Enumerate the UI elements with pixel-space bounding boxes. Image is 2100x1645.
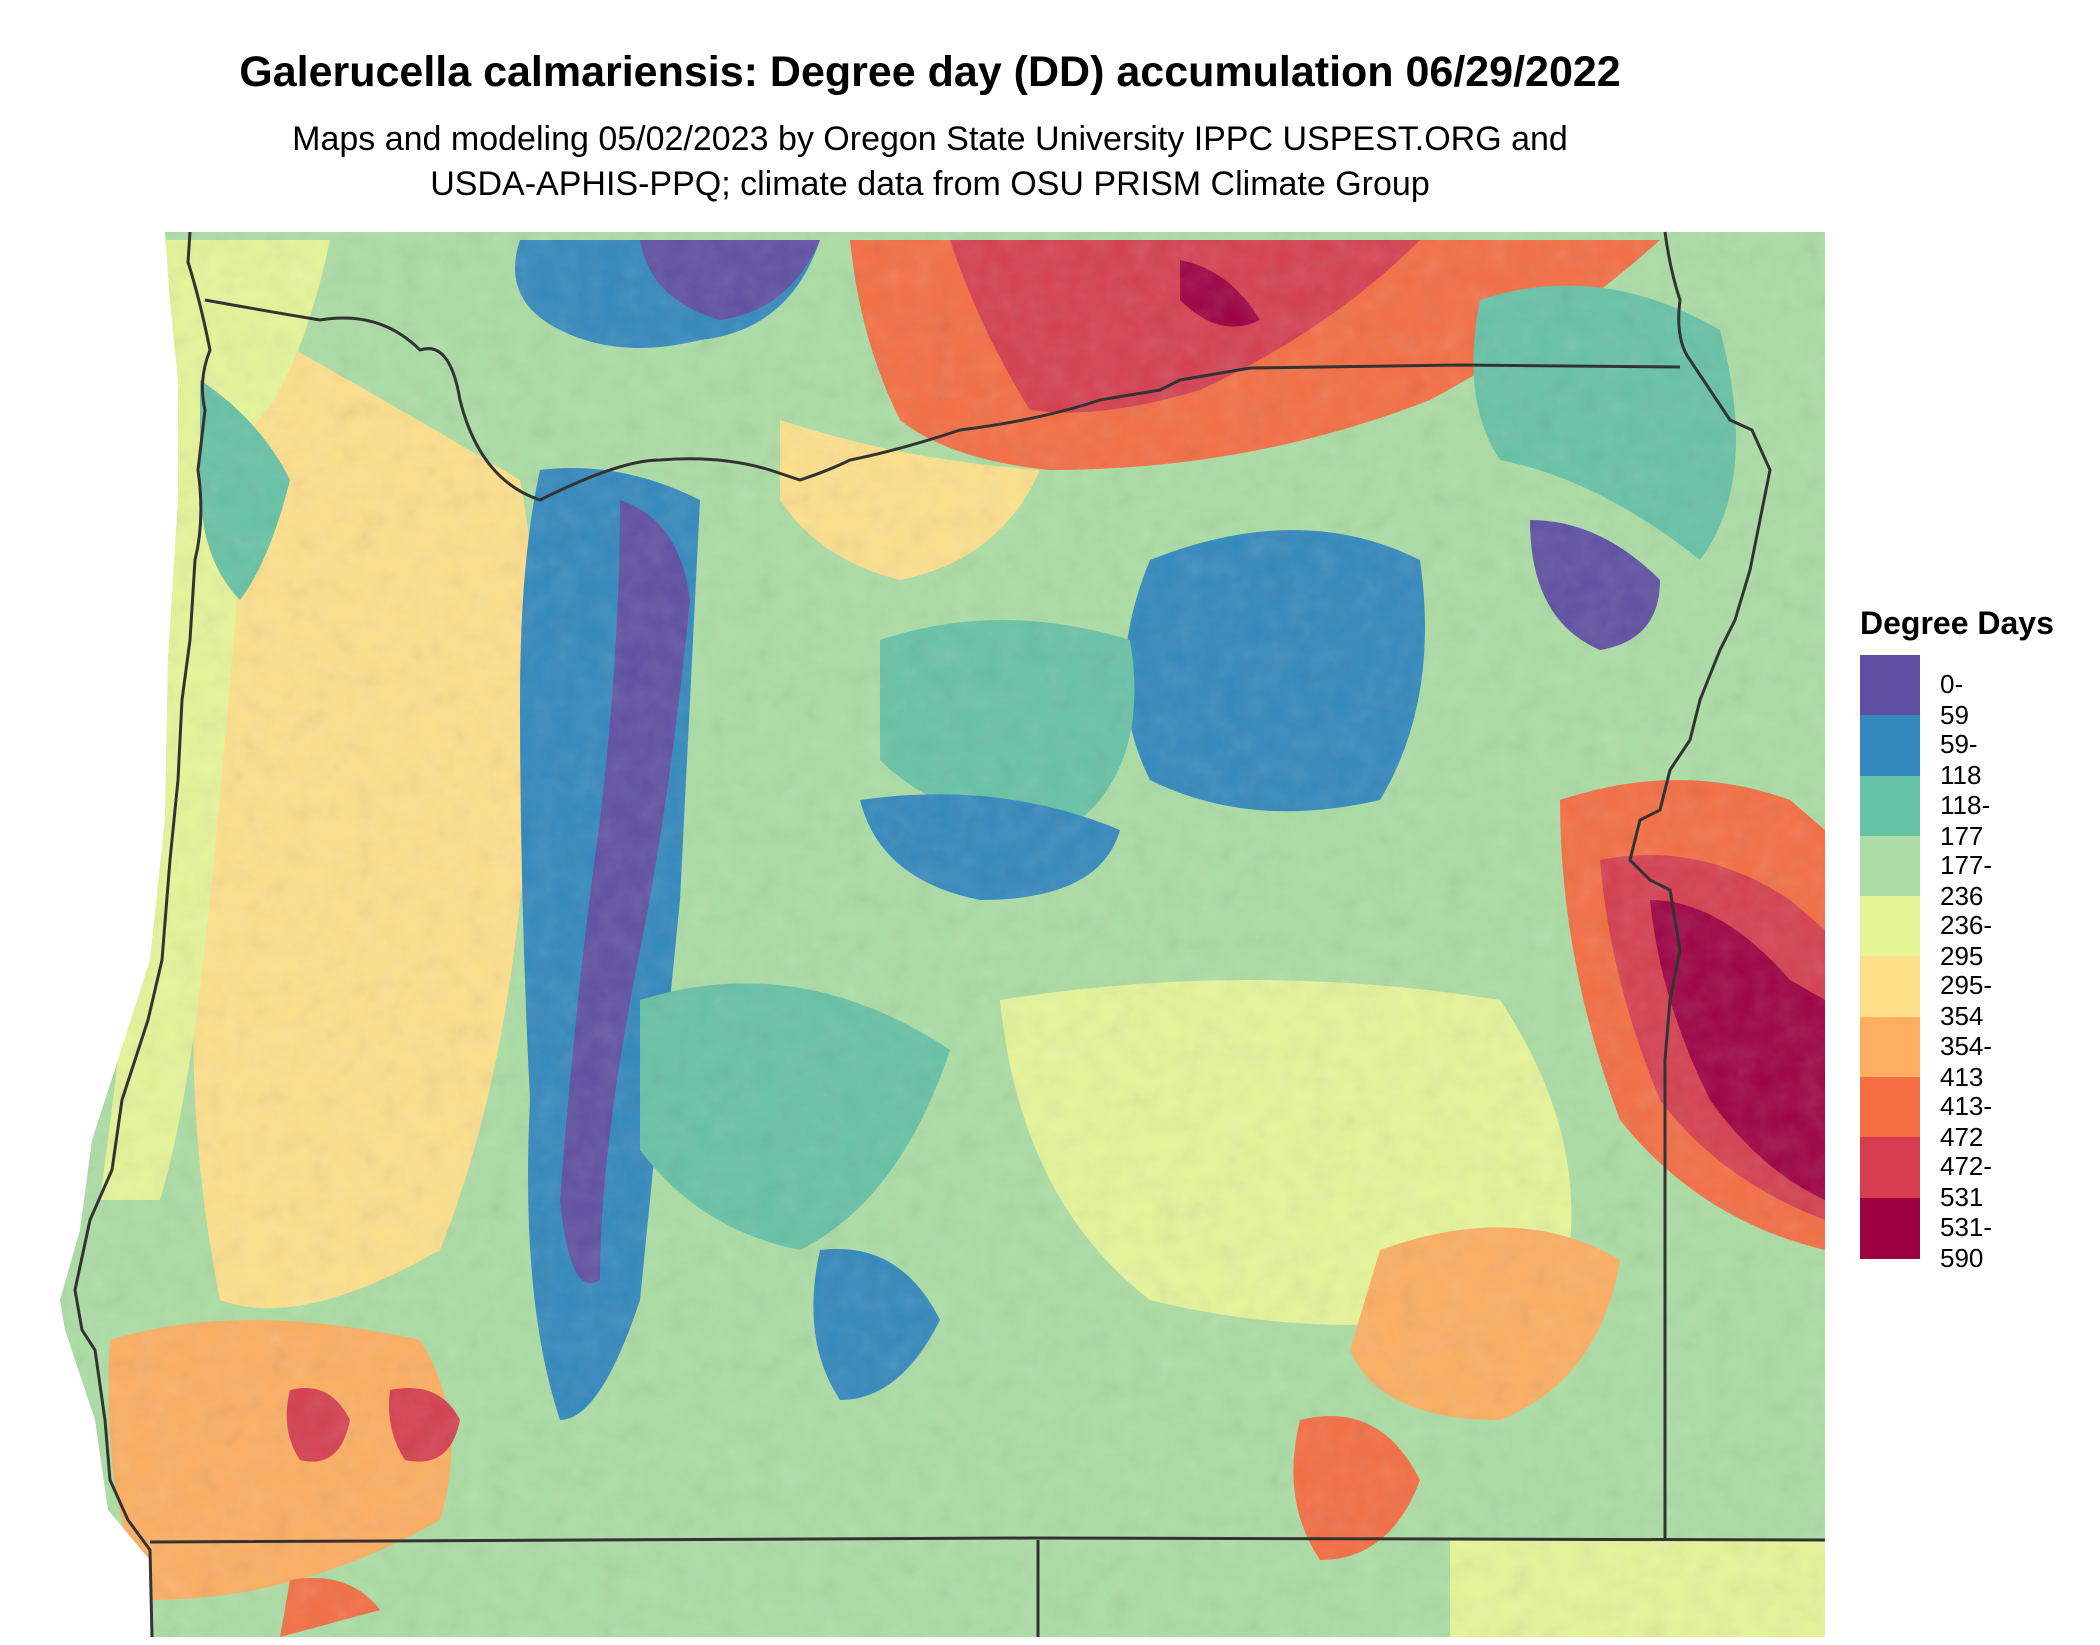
legend-label: 472-531 bbox=[1940, 1151, 1993, 1213]
legend-label: 531-590 bbox=[1940, 1211, 1993, 1273]
legend-swatch bbox=[1860, 956, 1920, 1018]
legend-label: 177-236 bbox=[1940, 849, 1993, 911]
legend-swatch bbox=[1860, 896, 1920, 958]
legend-label: 413-472 bbox=[1940, 1091, 1993, 1153]
map-subtitle-line1: Maps and modeling 05/02/2023 by Oregon S… bbox=[292, 120, 1568, 158]
legend-swatch bbox=[1860, 655, 1920, 716]
state-border-snake-river bbox=[1628, 231, 1772, 1540]
legend-title: Degree Days bbox=[1860, 605, 2054, 641]
state-border-columbia-river bbox=[204, 298, 1681, 502]
state-border-south bbox=[149, 1536, 1826, 1544]
map-title: Galerucella calmariensis: Degree day (DD… bbox=[239, 48, 1621, 96]
raster-layer bbox=[60, 232, 1825, 1637]
legend-label: 295-354 bbox=[1940, 970, 1993, 1032]
legend-swatch bbox=[1860, 835, 1920, 897]
legend-swatch bbox=[1860, 1137, 1920, 1199]
coastline bbox=[73, 231, 212, 1638]
legend-swatch bbox=[1860, 775, 1920, 837]
legend-swatch bbox=[1860, 1197, 1920, 1259]
legend-label: 236-295 bbox=[1940, 910, 1993, 972]
legend-label: 118-177 bbox=[1940, 789, 1991, 851]
legend-swatch bbox=[1860, 1077, 1920, 1139]
map-subtitle-line2: USDA-APHIS-PPQ; climate data from OSU PR… bbox=[430, 165, 1430, 203]
legend-swatch bbox=[1860, 715, 1920, 777]
legend-label: 0-59 bbox=[1940, 669, 1969, 730]
legend-swatch bbox=[1860, 1016, 1920, 1078]
legend-label: 354-413 bbox=[1940, 1030, 1993, 1092]
raster-texture bbox=[60, 232, 1825, 1637]
legend-label: 59-118 bbox=[1940, 729, 1982, 791]
